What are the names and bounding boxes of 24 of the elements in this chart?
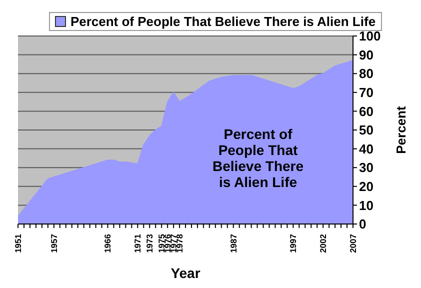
- x-tick-label: 1987: [228, 234, 238, 253]
- y-tick-label: 80: [359, 66, 374, 82]
- y-tick-label: 90: [359, 47, 374, 62]
- x-tick-label: 1971: [132, 234, 143, 253]
- y-tick-label: 0: [359, 216, 366, 232]
- x-axis-title: Year: [170, 265, 201, 281]
- y-axis-title: Percent: [394, 105, 409, 154]
- x-tick-label: 1951: [13, 234, 23, 253]
- x-tick-label: 1966: [102, 234, 113, 253]
- y-tick-label: 100: [359, 28, 381, 44]
- x-tick-label: 2007: [348, 234, 358, 253]
- text: Percent of People That Believe There is Alien Life: [70, 14, 376, 29]
- y-tick-label: 20: [359, 179, 374, 194]
- y-tick-label: 60: [359, 104, 374, 119]
- annotation: Percent of People That Believe There is Alien Life: [211, 126, 305, 190]
- x-tick-label: 1973: [144, 234, 155, 253]
- y-tick-label: 70: [359, 85, 374, 100]
- y-tick-label: 10: [359, 198, 374, 213]
- x-tick-label: 1997: [288, 234, 298, 253]
- x-tick-label: 2002: [318, 234, 328, 253]
- y-tick-label: 40: [359, 141, 374, 156]
- x-tick-label: 1957: [48, 234, 59, 253]
- y-tick-label: 30: [359, 160, 374, 176]
- y-tick-label: 50: [359, 122, 374, 138]
